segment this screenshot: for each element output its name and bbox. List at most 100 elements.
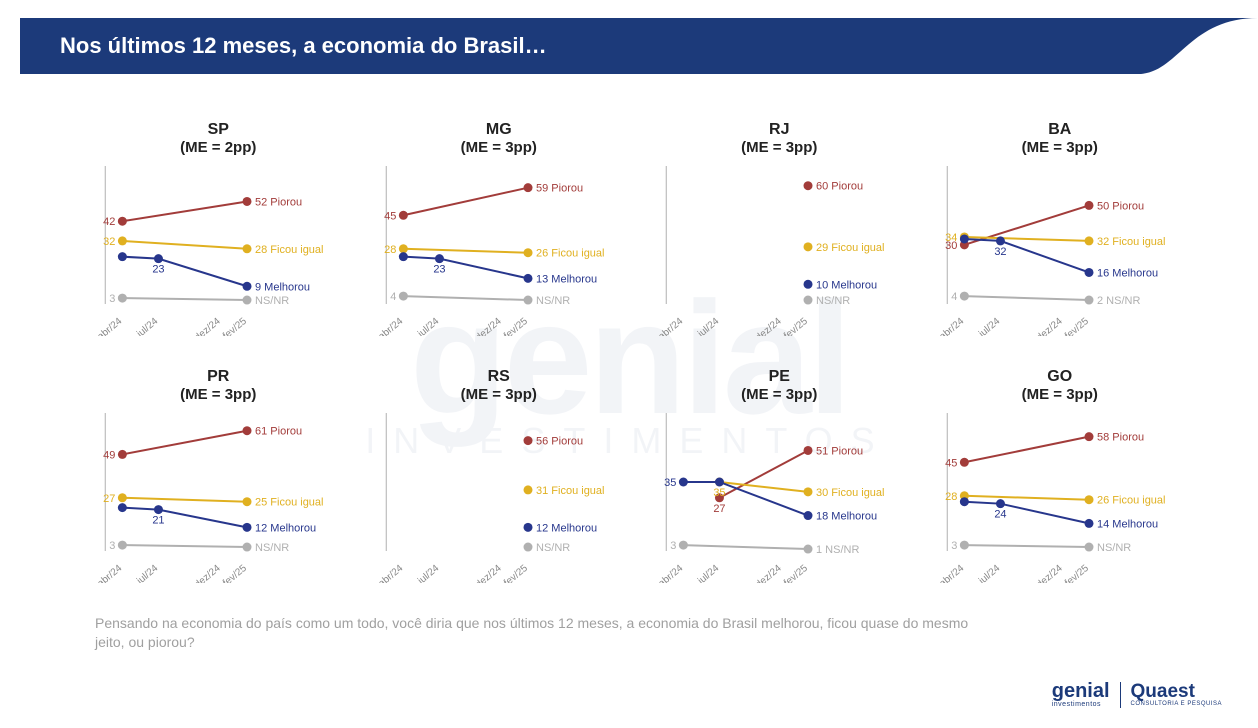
- chart-subtitle: (ME = 3pp): [922, 139, 1199, 156]
- start-value-nsnr: 4: [390, 291, 396, 303]
- chart-subtitle: (ME = 3pp): [922, 386, 1199, 403]
- series-marker-nsnr: [804, 296, 813, 305]
- series-marker-ficou_igual: [118, 493, 127, 502]
- x-axis-label: dez/24: [473, 316, 503, 336]
- x-axis-label: fev/25: [1062, 563, 1090, 583]
- end-label-nsnr: NS/NR: [536, 542, 570, 554]
- series-marker-nsnr: [523, 296, 532, 305]
- x-axis-label: dez/24: [754, 316, 784, 336]
- series-marker-nsnr: [804, 545, 813, 554]
- series-marker-ficou_igual: [1084, 237, 1093, 246]
- chart-title: MG: [361, 120, 638, 139]
- start-value-ficou_igual: 34: [945, 232, 957, 244]
- x-axis-label: dez/24: [193, 316, 223, 336]
- series-marker-melhorou: [434, 254, 443, 263]
- series-marker-piorou: [804, 181, 813, 190]
- end-label-piorou: 58 Piorou: [1097, 432, 1144, 444]
- x-axis-label: fev/25: [782, 316, 810, 336]
- chart-title: BA: [922, 120, 1199, 139]
- end-label-melhorou: 16 Melhorou: [1097, 268, 1158, 280]
- end-label-nsnr: NS/NR: [816, 295, 850, 307]
- end-label-ficou_igual: 31 Ficou igual: [536, 485, 605, 497]
- chart-title: PE: [641, 367, 918, 386]
- end-label-piorou: 56 Piorou: [536, 436, 583, 448]
- end-label-piorou: 59 Piorou: [536, 183, 583, 195]
- start-value-nsnr: 3: [109, 293, 115, 305]
- series-line-nsnr: [122, 298, 247, 300]
- series-marker-melhorou: [118, 252, 127, 261]
- slide: genial INVESTIMENTOS Nos últimos 12 mese…: [0, 0, 1258, 728]
- chart-subtitle: (ME = 3pp): [641, 139, 918, 156]
- end-label-ficou_igual: 32 Ficou igual: [1097, 236, 1166, 248]
- x-axis-label: fev/25: [221, 316, 249, 336]
- x-axis-label: dez/24: [473, 563, 503, 583]
- series-marker-nsnr: [118, 541, 127, 550]
- series-marker-melhorou: [995, 237, 1004, 246]
- series-marker-melhorou: [118, 503, 127, 512]
- end-label-nsnr: NS/NR: [1097, 542, 1131, 554]
- start-value-piorou: 45: [945, 457, 957, 469]
- end-label-melhorou: 12 Melhorou: [255, 523, 316, 535]
- series-line-melhorou: [683, 482, 808, 516]
- series-marker-melhorou: [154, 505, 163, 514]
- end-label-melhorou: 13 Melhorou: [536, 274, 597, 286]
- series-line-nsnr: [964, 296, 1089, 300]
- series-marker-ficou_igual: [804, 488, 813, 497]
- series-marker-melhorou: [523, 523, 532, 532]
- x-axis-label: abr/24: [937, 563, 966, 583]
- series-marker-melhorou: [804, 280, 813, 289]
- x-axis-label: jul/24: [976, 316, 1002, 336]
- x-axis-label: dez/24: [1034, 563, 1064, 583]
- x-axis-label: fev/25: [501, 563, 529, 583]
- chart-svg: abr/24jul/24dez/24fev/2560 Piorou29 Fico…: [641, 158, 918, 336]
- chart-svg: abr/24jul/24dez/24fev/25423223352 Piorou…: [80, 158, 357, 336]
- charts-grid: SP(ME = 2pp)abr/24jul/24dez/24fev/254232…: [80, 120, 1198, 590]
- mid-value-melhorou: 32: [994, 246, 1006, 258]
- series-line-nsnr: [683, 545, 808, 549]
- x-axis-label: abr/24: [657, 316, 686, 336]
- chart-subtitle: (ME = 3pp): [641, 386, 918, 403]
- series-marker-melhorou: [715, 478, 724, 487]
- x-axis-label: abr/24: [96, 563, 125, 583]
- end-label-piorou: 51 Piorou: [816, 446, 863, 458]
- logo-quaest-text: Quaest: [1131, 681, 1195, 702]
- logo-genial-text: genial: [1052, 680, 1110, 702]
- chart-ba: BA(ME = 3pp)abr/24jul/24dez/24fev/253034…: [922, 120, 1199, 343]
- series-marker-piorou: [1084, 432, 1093, 441]
- chart-title: RJ: [641, 120, 918, 139]
- start-value-piorou: 42: [103, 216, 115, 228]
- x-axis-label: abr/24: [96, 316, 125, 336]
- x-axis-label: abr/24: [376, 563, 405, 583]
- chart-svg: abr/24jul/24dez/24fev/25452824358 Piorou…: [922, 405, 1199, 583]
- end-label-piorou: 52 Piorou: [255, 197, 302, 209]
- x-axis-label: jul/24: [415, 563, 441, 583]
- logo-genial: genial investimentos: [1052, 681, 1110, 708]
- series-marker-nsnr: [118, 294, 127, 303]
- chart-subtitle: (ME = 3pp): [361, 386, 638, 403]
- x-axis-label: abr/24: [937, 316, 966, 336]
- series-marker-nsnr: [959, 292, 968, 301]
- end-label-ficou_igual: 26 Ficou igual: [536, 248, 605, 260]
- series-marker-melhorou: [959, 497, 968, 506]
- end-label-ficou_igual: 30 Ficou igual: [816, 487, 885, 499]
- mid-value-melhorou: 23: [433, 264, 445, 276]
- series-marker-melhorou: [1084, 268, 1093, 277]
- series-line-piorou: [122, 431, 247, 455]
- series-line-ficou_igual: [964, 496, 1089, 500]
- series-marker-ficou_igual: [1084, 495, 1093, 504]
- series-marker-melhorou: [523, 274, 532, 283]
- chart-subtitle: (ME = 3pp): [361, 139, 638, 156]
- series-marker-piorou: [118, 217, 127, 226]
- mid-value-melhorou: 24: [994, 509, 1006, 521]
- series-line-piorou: [964, 437, 1089, 463]
- footer-logos: genial investimentos Quaest CONSULTORIA …: [1052, 681, 1222, 708]
- x-axis-label: dez/24: [1034, 316, 1064, 336]
- start-value-ficou_igual: 27: [103, 493, 115, 505]
- end-label-melhorou: 14 Melhorou: [1097, 519, 1158, 531]
- chart-go: GO(ME = 3pp)abr/24jul/24dez/24fev/254528…: [922, 367, 1199, 590]
- start-value-nsnr: 3: [670, 540, 676, 552]
- series-line-melhorou: [122, 257, 247, 287]
- end-label-ficou_igual: 28 Ficou igual: [255, 244, 324, 256]
- x-axis-label: fev/25: [1062, 316, 1090, 336]
- mid-value-ficou_igual: 35: [713, 487, 725, 499]
